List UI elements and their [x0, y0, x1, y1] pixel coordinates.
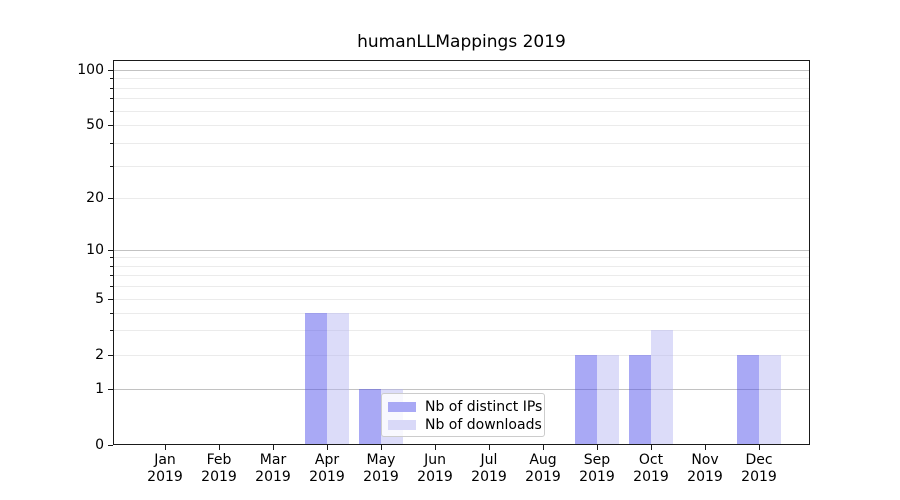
x-tick-mark	[165, 445, 166, 450]
bar-apr-downloads	[327, 312, 349, 445]
x-tick-mark	[651, 445, 652, 450]
gridline-minor	[113, 355, 810, 356]
y-tick-label: 5	[95, 291, 104, 307]
bar-sep-distinct-ips	[575, 355, 597, 445]
legend: Nb of distinct IPs Nb of downloads	[381, 393, 545, 437]
bar-oct-downloads	[651, 330, 673, 445]
legend-swatch-distinct-ips	[388, 402, 416, 412]
x-tick-mark	[489, 445, 490, 450]
bar-dec-downloads	[759, 355, 781, 445]
x-tick-mark	[705, 445, 706, 450]
bar-may-distinct-ips	[359, 389, 381, 445]
x-tick-mark	[759, 445, 760, 450]
legend-item: Nb of distinct IPs	[388, 398, 542, 416]
y-tick-mark	[108, 70, 113, 71]
y-minor-tick-mark	[110, 143, 113, 144]
y-minor-tick-mark	[110, 78, 113, 79]
y-tick-mark	[108, 355, 113, 356]
legend-swatch-downloads	[388, 420, 416, 430]
legend-label-distinct-ips: Nb of distinct IPs	[425, 399, 543, 415]
x-tick-mark	[273, 445, 274, 450]
gridline-minor	[113, 266, 810, 267]
bar-oct-distinct-ips	[629, 355, 651, 445]
gridline-major	[113, 70, 810, 71]
gridline-minor	[113, 88, 810, 89]
x-tick-label: Jan 2019	[147, 452, 183, 485]
gridline-minor	[113, 299, 810, 300]
x-tick-label: Jun 2019	[417, 452, 453, 485]
y-minor-tick-mark	[110, 257, 113, 258]
bar-sep-downloads	[597, 355, 619, 445]
gridline-minor	[113, 78, 810, 79]
y-tick-label: 20	[86, 190, 104, 206]
y-tick-mark	[108, 389, 113, 390]
y-minor-tick-mark	[110, 88, 113, 89]
bar-apr-distinct-ips	[305, 312, 327, 445]
gridline-major	[113, 250, 810, 251]
y-tick-label: 0	[95, 437, 104, 453]
x-tick-label: Nov 2019	[687, 452, 723, 485]
gridline-minor	[113, 143, 810, 144]
x-tick-label: Apr 2019	[309, 452, 345, 485]
y-tick-label: 2	[95, 347, 104, 363]
y-minor-tick-mark	[110, 166, 113, 167]
gridline-minor	[113, 98, 810, 99]
y-tick-mark	[108, 250, 113, 251]
y-tick-label: 100	[77, 62, 104, 78]
x-tick-label: Jul 2019	[471, 452, 507, 485]
bar-dec-distinct-ips	[737, 355, 759, 445]
x-tick-label: Oct 2019	[633, 452, 669, 485]
x-tick-label: Dec 2019	[741, 452, 777, 485]
y-tick-mark	[108, 299, 113, 300]
y-minor-tick-mark	[110, 286, 113, 287]
x-tick-label: Sep 2019	[579, 452, 615, 485]
x-tick-label: Aug 2019	[525, 452, 561, 485]
x-tick-label: May 2019	[363, 452, 399, 485]
y-minor-tick-mark	[110, 266, 113, 267]
gridline-minor	[113, 198, 810, 199]
gridline-minor	[113, 275, 810, 276]
y-tick-mark	[108, 125, 113, 126]
x-tick-mark	[381, 445, 382, 450]
gridline-minor	[113, 330, 810, 331]
gridline-minor	[113, 166, 810, 167]
x-tick-mark	[327, 445, 328, 450]
y-tick-label: 1	[95, 381, 104, 397]
y-tick-mark	[108, 445, 113, 446]
y-minor-tick-mark	[110, 330, 113, 331]
x-tick-mark	[543, 445, 544, 450]
legend-item: Nb of downloads	[388, 416, 542, 434]
gridline-minor	[113, 286, 810, 287]
y-tick-label: 10	[86, 242, 104, 258]
chart-title: humanLLMappings 2019	[357, 32, 566, 52]
x-tick-mark	[597, 445, 598, 450]
y-minor-tick-mark	[110, 111, 113, 112]
y-tick-mark	[108, 198, 113, 199]
x-tick-label: Mar 2019	[255, 452, 291, 485]
x-tick-mark	[435, 445, 436, 450]
gridline-major	[113, 389, 810, 390]
gridline-minor	[113, 125, 810, 126]
gridline-minor	[113, 111, 810, 112]
y-minor-tick-mark	[110, 98, 113, 99]
gridline-minor	[113, 257, 810, 258]
y-minor-tick-mark	[110, 275, 113, 276]
y-minor-tick-mark	[110, 313, 113, 314]
plot-area	[113, 60, 810, 445]
gridline-minor	[113, 313, 810, 314]
y-tick-label: 50	[86, 117, 104, 133]
legend-label-downloads: Nb of downloads	[425, 417, 542, 433]
x-tick-mark	[219, 445, 220, 450]
x-tick-label: Feb 2019	[201, 452, 237, 485]
